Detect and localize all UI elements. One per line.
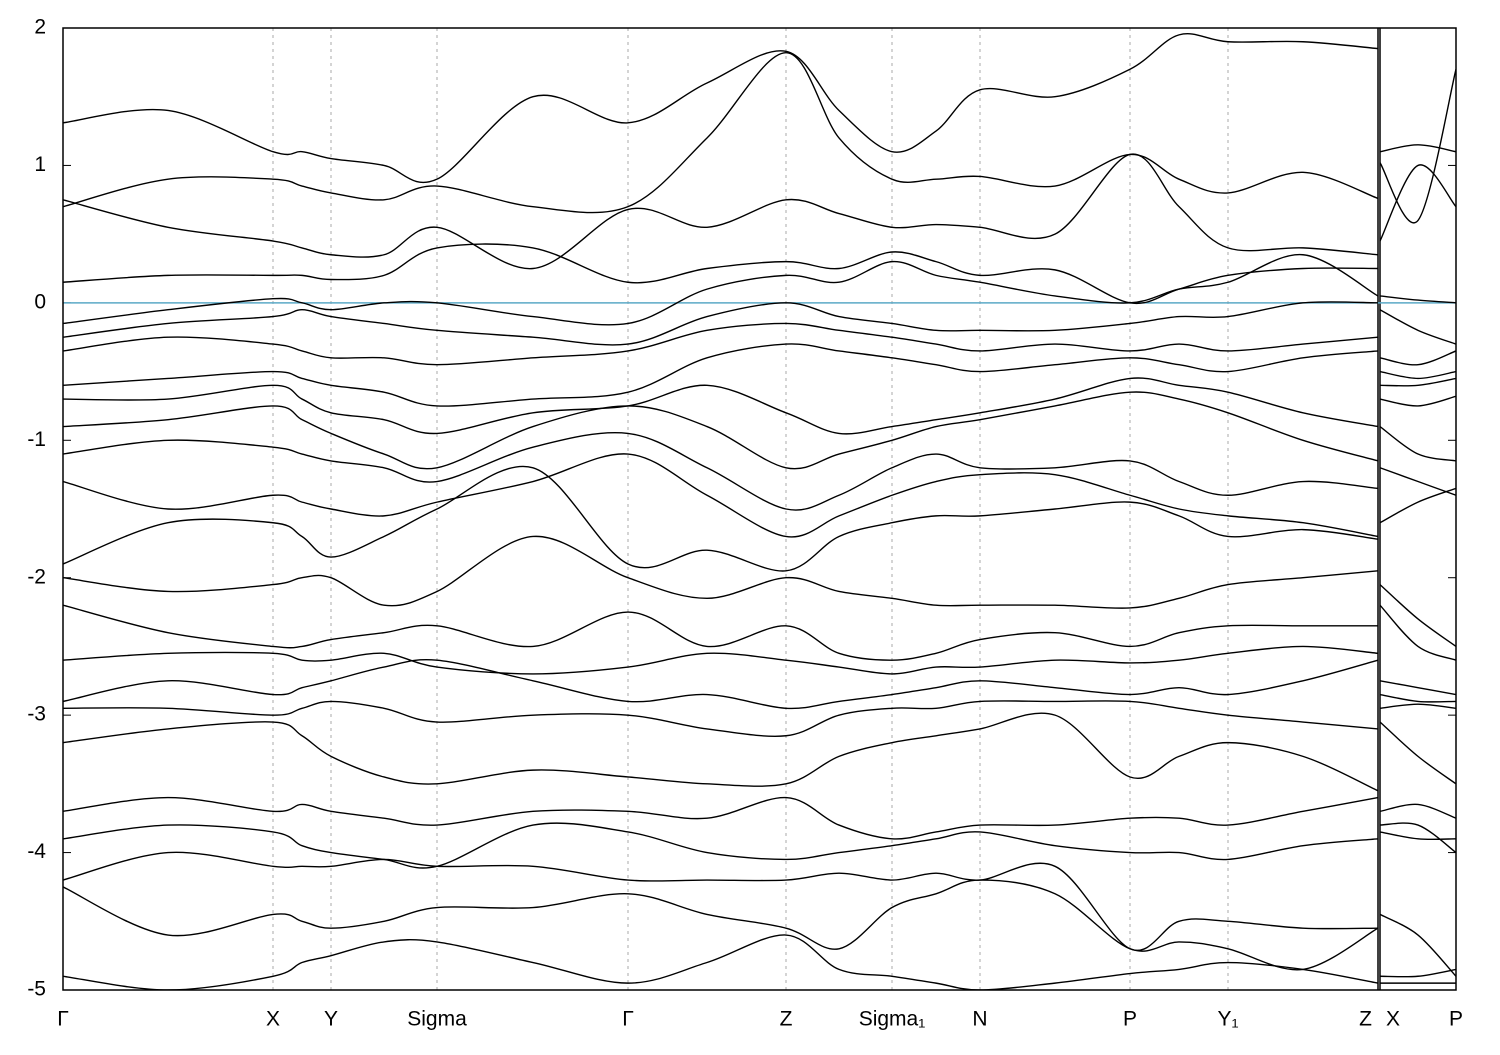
y-tick-label: -5 [27,978,46,1001]
band-line [63,658,1456,710]
band-line [63,934,1456,990]
band-line [63,391,1456,470]
y-tick-label: -2 [27,565,46,588]
x-tick-label: Y₁ [1217,1008,1238,1031]
band-line [63,33,1456,184]
band-line [63,851,1456,977]
band-line [63,879,1456,978]
plot-frame [62,27,1457,991]
band-line [63,322,1456,380]
y-tick-label: -1 [27,428,46,451]
x-tick-label: Γ [622,1008,634,1031]
y-tick-label: 1 [34,153,46,176]
band-line [63,432,1456,511]
band-line [63,465,1456,647]
band-line [63,52,1456,224]
y-tick-label: 2 [34,16,46,39]
band-line [63,535,1456,661]
band-line [63,604,1456,696]
x-tick-label: Y [324,1008,338,1031]
band-line [63,453,1456,538]
x-tick-label: X [1386,1008,1400,1031]
x-tick-label: Z [1359,1008,1372,1031]
bands-layer [63,33,1456,990]
band-line [63,301,1456,366]
band-line [63,822,1456,869]
band-line [63,254,1456,345]
x-tick-label: N [972,1008,987,1031]
x-tick-label: P [1449,1008,1463,1031]
y-tick-label: 0 [34,290,46,313]
x-tick-label: X [266,1008,280,1031]
band-line [63,796,1456,854]
grid-layer [63,27,1456,991]
band-line [63,700,1456,785]
band-line [63,645,1456,703]
band-line [63,377,1456,435]
y-tick-label: -3 [27,703,46,726]
band-line [63,243,1456,305]
y-tick-label: -4 [27,840,46,863]
x-tick-label: Sigma [407,1008,467,1031]
x-tick-label: Γ [57,1008,69,1031]
band-line [63,153,1456,270]
x-tick-label: P [1123,1008,1137,1031]
band-line [63,712,1456,819]
band-line [63,343,1456,407]
x-tick-label: Sigma₁ [859,1008,926,1031]
x-tick-label: Z [780,1008,793,1031]
